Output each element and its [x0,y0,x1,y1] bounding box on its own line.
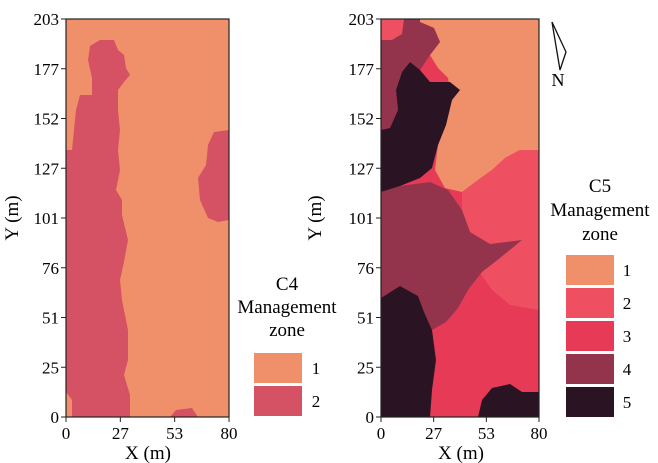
x-tick-label: 53 [166,424,183,443]
north-label: N [552,70,565,90]
y-tick-label: 0 [366,408,375,427]
y-tick-label: 0 [51,408,60,427]
y-tick-label: 203 [349,10,375,29]
c4-zone-2-patch-right-a [198,130,229,222]
c5-legend-swatch [566,354,614,384]
c4-zone-2-strip-left [66,40,130,417]
c4-zone-2-patch-right-b [170,408,198,417]
c5-legend-label: 3 [623,327,632,346]
c5-zone-5-lower-left [381,286,436,417]
map-c4 [65,18,230,418]
y-tick-label: 101 [34,209,60,228]
x-tick-label: 27 [112,424,130,443]
y-tick-label: 177 [349,60,375,79]
c4-legend: C4 Management zone 1 2 [237,274,337,416]
c4-x-axis-title: X (m) [125,443,171,463]
c5-legend-items: 1 2 3 4 5 [566,255,632,417]
c4-x-axis: 0 27 53 80 [62,417,238,443]
c5-x-axis: 0 27 53 80 [377,417,548,443]
c5-legend-label: 4 [623,360,632,379]
c5-legend-label: 2 [623,294,632,313]
map-c5 [380,18,540,418]
y-tick-label: 127 [34,159,60,178]
x-tick-label: 0 [62,424,71,443]
c4-legend-label-1: 1 [312,359,321,378]
y-tick-label: 76 [42,259,59,278]
c4-y-axis: 0 25 51 76 101 127 152 177 203 [34,10,66,427]
c5-y-axis-title: Y (m) [305,195,326,240]
x-tick-label: 53 [478,424,495,443]
c4-legend-label-2: 2 [312,392,321,411]
c5-zone-5-upper [381,62,460,192]
y-tick-label: 76 [357,259,374,278]
c5-legend-swatch [566,387,614,417]
c5-legend: C5 Management zone 1 2 3 4 5 [550,176,650,417]
x-tick-label: 80 [531,424,548,443]
c5-legend-title-line-1: C5 [589,176,611,197]
c4-y-axis-title: Y (m) [2,195,23,240]
c5-legend-swatch [566,321,614,351]
c5-legend-swatch [566,288,614,318]
c4-legend-swatch-1 [254,353,302,383]
north-arrow: N [551,21,567,90]
c5-legend-label: 5 [623,393,632,412]
c4-legend-title-line-2: Management [237,297,337,318]
c5-legend-swatch [566,255,614,285]
c4-legend-title-line-1: C4 [276,274,299,295]
y-tick-label: 152 [349,110,375,129]
c4-zone-2-patch-left [66,235,78,278]
y-tick-label: 203 [34,10,60,29]
y-tick-label: 101 [349,209,375,228]
x-tick-label: 0 [377,424,386,443]
c5-zone-1-area [420,19,539,192]
y-tick-label: 25 [42,358,59,377]
c5-x-axis-title: X (m) [438,443,484,463]
c5-y-axis: 0 25 51 76 101 127 152 177 203 [349,10,381,427]
c5-zone-4-area [381,19,522,330]
y-tick-label: 152 [34,110,60,129]
north-arrow-icon-light [551,21,567,71]
c5-legend-title-line-2: Management [550,200,650,221]
c5-zone-2-patch-top [381,19,404,40]
c5-legend-label: 1 [623,261,632,280]
y-tick-label: 51 [357,309,374,328]
y-tick-label: 25 [357,358,374,377]
y-tick-label: 127 [349,159,375,178]
x-tick-label: 27 [425,424,443,443]
y-tick-label: 177 [34,60,60,79]
x-tick-label: 80 [221,424,238,443]
c5-zone-5-lower-right [478,384,539,417]
c4-legend-swatch-2 [254,386,302,416]
c4-legend-title-line-3: zone [269,320,305,341]
y-tick-label: 51 [42,309,59,328]
c5-legend-title-line-3: zone [582,224,618,245]
